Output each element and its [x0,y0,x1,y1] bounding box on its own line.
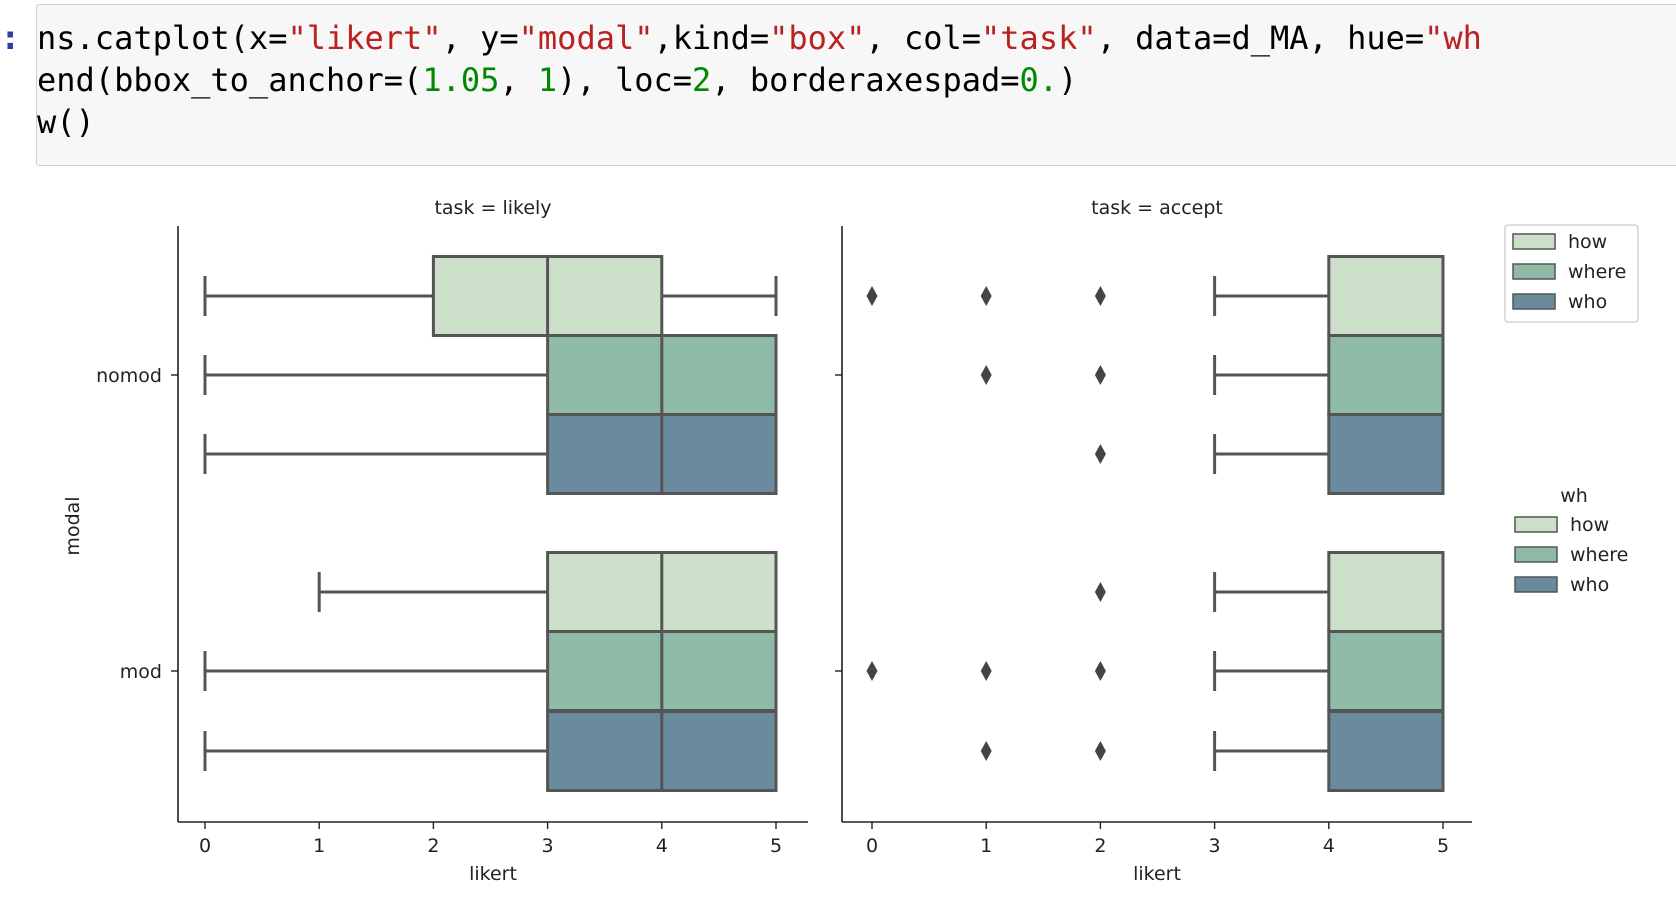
y-tick-label: nomod [96,365,162,387]
box-who-nomod [203,413,778,495]
code-line-3: w() [37,103,95,141]
legend-entry-label: where [1568,261,1626,283]
legend-swatch [1512,263,1556,280]
panel-title: task = likely [434,197,551,219]
legend-swatch [1514,546,1558,563]
code-token: "wh [1424,19,1482,57]
outlier-point [980,286,992,306]
box-where-nomod [203,334,778,416]
code-token: ) [1058,61,1078,99]
legend-entry-label: who [1568,291,1607,313]
code-token: , [499,61,538,99]
outlier-point [1094,286,1106,306]
outlier-point [1094,582,1106,602]
code-line-2: end(bbox_to_anchor=(1.05, 1), loc=2, bor… [37,61,1077,99]
x-tick-label: 2 [427,835,439,857]
box-who-mod [980,710,1445,792]
code-token: , borderaxespad= [711,61,1020,99]
outlier-point [980,365,992,385]
outlier-point [866,661,878,681]
code-token: , y= [441,19,519,57]
box-iqr [1327,710,1445,792]
legend-swatch [1514,516,1558,533]
box-how-nomod [203,255,778,337]
code-token: "likert" [287,19,442,57]
legend-swatch [1512,293,1556,310]
code-token: 1.05 [422,61,500,99]
code-token: , data=d_MA, hue= [1096,19,1425,57]
code-token: 2 [692,61,712,99]
box-iqr [1327,255,1445,337]
code-token: ,kind= [653,19,770,57]
legend-swatch [1512,233,1556,250]
x-tick-label: 0 [866,835,878,857]
box-how-nomod [866,255,1445,337]
outlier-point [1094,444,1106,464]
legend: how where who [1504,224,1639,323]
legend-entry-label: who [1570,574,1609,596]
code-token: "modal" [518,19,654,57]
box-iqr [1327,551,1445,633]
x-tick-label: 4 [1323,835,1335,857]
code-token: "task" [981,19,1097,57]
x-axis-label: likert [469,863,517,885]
box-where-nomod [980,334,1445,416]
outlier-point [980,741,992,761]
box-who-mod [203,710,778,792]
outlier-point [980,661,992,681]
x-tick-label: 5 [770,835,782,857]
panel-title: task = accept [1091,197,1223,219]
box-iqr [1327,413,1445,495]
legend-entry-label: where [1570,544,1628,566]
outlier-point [866,286,878,306]
box-iqr [1327,630,1445,712]
legend-title: wh [1560,485,1588,507]
x-axis-label: likert [1133,863,1181,885]
x-tick-label: 0 [199,835,211,857]
y-axis-label: modal [62,496,84,555]
x-tick-label: 1 [980,835,992,857]
x-tick-label: 2 [1094,835,1106,857]
x-tick-label: 1 [313,835,325,857]
code-token: "box" [769,19,866,57]
x-tick-label: 4 [656,835,668,857]
outlier-point [1094,741,1106,761]
outlier-point [1094,365,1106,385]
legend-entry-label: how [1570,514,1609,536]
code-token: ), loc= [557,61,693,99]
legend-entry-label: how [1568,231,1607,253]
code-token: 1 [537,61,558,99]
code-token: w() [37,103,95,141]
x-tick-label: 3 [542,835,554,857]
cell-prompt: : [0,18,21,58]
box-who-nomod [1094,413,1445,495]
box-how-mod [317,551,778,633]
code-token: ns.catplot(x= [37,19,288,57]
legend-swatch [1514,576,1558,593]
legend: wh how where who [1514,485,1628,596]
x-tick-label: 3 [1209,835,1221,857]
code-token: end(bbox_to_anchor=( [37,61,423,99]
box-iqr [1327,334,1445,416]
code-cell[interactable]: ns.catplot(x="likert", y="modal",kind="b… [36,4,1676,166]
outlier-point [1094,661,1106,681]
y-tick-label: mod [120,661,162,683]
box-where-mod [203,630,778,712]
box-where-mod [866,630,1445,712]
code-line-1: ns.catplot(x="likert", y="modal",kind="b… [37,19,1482,57]
box-how-mod [1094,551,1445,633]
x-tick-label: 5 [1437,835,1449,857]
code-token: , col= [865,19,982,57]
code-token: 0. [1019,61,1059,99]
